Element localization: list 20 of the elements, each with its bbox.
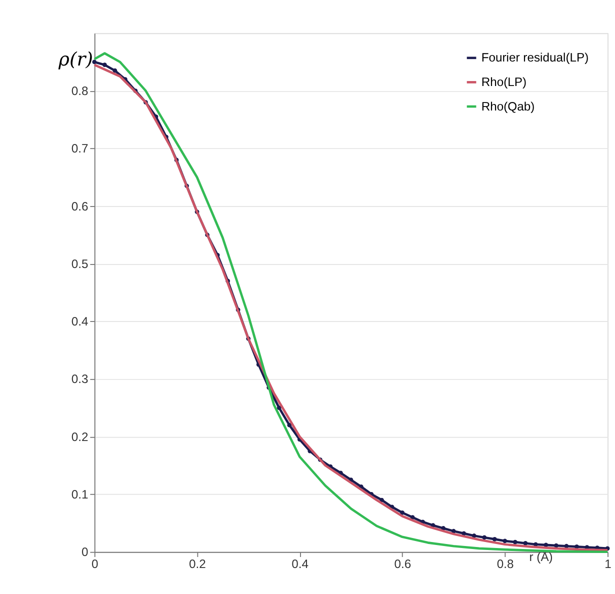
y-tick-label: 0.1 bbox=[71, 487, 89, 502]
x-tick-label: 0 bbox=[91, 557, 98, 572]
x-tick-label: 0.6 bbox=[394, 557, 412, 572]
y-axis-title: ρ(r) bbox=[57, 49, 93, 70]
legend-label: Rho(Qab) bbox=[481, 99, 535, 114]
legend-label: Fourier residual(LP) bbox=[481, 50, 589, 65]
y-tick-label: 0 bbox=[82, 545, 89, 560]
x-tick-label: 1 bbox=[604, 557, 612, 572]
legend-label: Rho(LP) bbox=[481, 74, 527, 89]
y-tick-label: 0.5 bbox=[71, 256, 89, 271]
y-tick-label: 0.8 bbox=[71, 84, 89, 98]
x-tick-label: 0.8 bbox=[496, 557, 514, 572]
y-tick-label: 0.3 bbox=[71, 372, 89, 386]
x-tick-label: 0.4 bbox=[292, 557, 309, 572]
y-tick-label: 0.6 bbox=[71, 199, 89, 214]
x-axis-title: r (Å) bbox=[529, 550, 553, 564]
x-tick-label: 0.2 bbox=[189, 557, 206, 572]
y-tick-label: 0.4 bbox=[71, 314, 89, 329]
y-tick-label: 0.2 bbox=[71, 430, 89, 444]
y-tick-label: 0.7 bbox=[71, 142, 89, 156]
